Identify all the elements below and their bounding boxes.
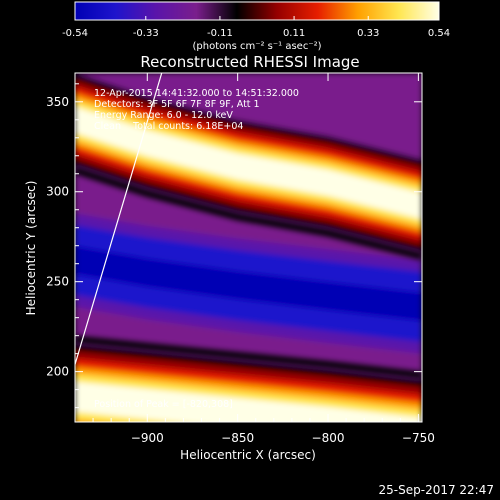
annotation-time-range: 12-Apr-2015 14:41:32.000 to 14:51:32.000 [94, 88, 299, 99]
colorbar-tick-label: -0.54 [62, 28, 88, 39]
annotation-detectors: Detectors: 3F 5F 6F 7F 8F 9F, Att 1 [94, 99, 260, 110]
colorbar-tick-label: 0.11 [283, 28, 305, 39]
x-axis-label: Heliocentric X (arcsec) [180, 448, 316, 462]
annotation-energy-range: Energy Range: 6.0 - 12.0 keV [94, 110, 233, 121]
y-tick-label: 350 [46, 95, 69, 109]
x-tick-label: −850 [221, 431, 254, 445]
lower-bright-band-contour [75, 389, 394, 422]
x-tick-label: −900 [131, 431, 164, 445]
colorbar: -0.54 -0.33 -0.11 0.11 0.33 0.54 (photons cm⁻… [62, 1, 450, 52]
y-tick-label: 200 [46, 365, 69, 379]
y-axis-label: Heliocentric Y (arcsec) [24, 181, 38, 316]
colorbar-tick-label: -0.11 [207, 28, 233, 39]
dark-trough-contour [75, 253, 422, 314]
heatmap-layer [75, 73, 422, 422]
band-edge-line [75, 166, 422, 260]
zero-crossing-lines [75, 166, 422, 379]
y-tick-label: 300 [46, 185, 69, 199]
chart-title: Reconstructed RHESSI Image [140, 53, 359, 71]
colorbar-tick-label: 0.33 [357, 28, 379, 39]
annotation-total-counts: Clean Total counts: 6.18E+04 [94, 121, 243, 132]
timestamp: 25-Sep-2017 22:47 [379, 483, 494, 497]
colorbar-tick-label: 0.54 [428, 28, 450, 39]
y-tick-label: 250 [46, 275, 69, 289]
x-tick-label: −750 [402, 431, 435, 445]
band-edge-line [75, 335, 422, 379]
colorbar-ticks: -0.54 -0.33 -0.11 0.11 0.33 0.54 [62, 16, 450, 39]
colorbar-gradient [74, 1, 440, 21]
colorbar-label: (photons cm⁻² s⁻¹ asec⁻²) [192, 41, 321, 52]
heatmap-bands [75, 73, 422, 422]
plot-frame [74, 72, 423, 423]
annotation-peak-position: Position of Peak = [-820,308] [94, 399, 233, 410]
x-tick-label: −800 [312, 431, 345, 445]
annotations: 12-Apr-2015 14:41:32.000 to 14:51:32.000… [94, 88, 299, 410]
axis-ticks: −900 −850 −800 −750 200 250 300 350 [46, 73, 435, 445]
heatmap-plot: −900 −850 −800 −750 200 250 300 350 12-Apr-2015… [46, 72, 435, 445]
colorbar-tick-label: -0.33 [133, 28, 159, 39]
solar-limb-line [75, 73, 163, 365]
upper-bright-band-contour [75, 113, 422, 213]
